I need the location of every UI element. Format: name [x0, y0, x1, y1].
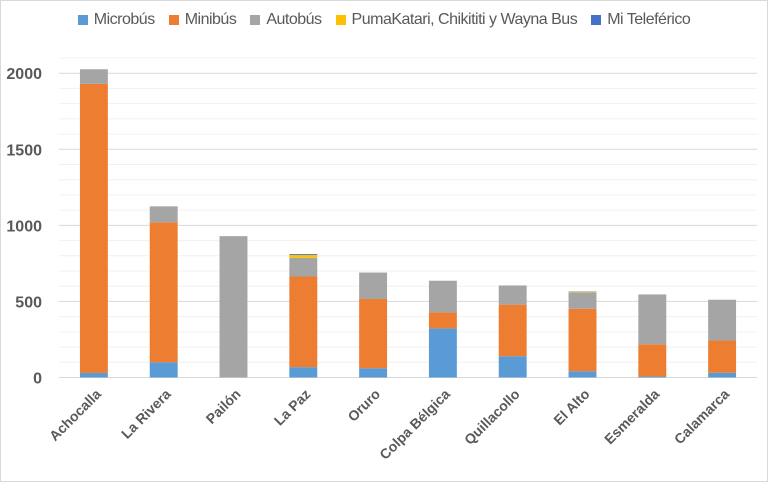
bar-segment-autob-s: [708, 299, 737, 341]
legend-item-minibus: Minibús: [168, 11, 237, 29]
bar-segment-microb-s: [498, 356, 527, 378]
y-axis: 0 500 1000 1500 2000: [6, 66, 42, 387]
bar-segment-autob-s: [638, 294, 667, 345]
legend-label-minibus: Minibús: [184, 11, 237, 28]
legend-label-autobus: Autobús: [266, 11, 322, 28]
bar-segment-minib-s: [149, 222, 178, 363]
bar-segment-microb-s: [359, 368, 388, 378]
legend-swatch-pumakatari: [335, 15, 346, 25]
bar-segment-autob-s: [568, 292, 597, 309]
bar-segment-minib-s: [498, 304, 527, 357]
legend-item-microbus: Microbús: [77, 11, 155, 29]
x-tick-label: Colpa Bélgica: [376, 386, 453, 463]
x-tick-label: La Rivera: [118, 386, 174, 442]
bar-segment-minib-s: [359, 298, 388, 369]
bar-segment-mi-telef-rico: [289, 254, 318, 256]
y-tick-label: 1500: [6, 142, 42, 159]
bar-segment-microb-s: [289, 367, 318, 378]
bar-segment-minib-s: [79, 83, 108, 373]
legend-item-autobus: Autobús: [250, 11, 322, 29]
bar-segment-microb-s: [708, 372, 737, 378]
bar-segment-microb-s: [568, 371, 597, 378]
x-tick-label: Pailón: [203, 386, 244, 427]
y-tick-label: 500: [15, 294, 42, 311]
legend-label-microbus: Microbús: [93, 11, 155, 28]
x-tick-label: Oruro: [344, 386, 383, 425]
legend-label-mi-teleferico: Mi Teleférico: [607, 11, 691, 28]
bar-segment-microb-s: [638, 376, 667, 378]
legend-item-pumakatari: PumaKatari, Chikititi y Wayna Bus: [335, 11, 578, 29]
legend-item-mi-teleferico: Mi Teleférico: [591, 11, 691, 29]
bar-segment-autob-s: [359, 272, 388, 299]
legend-swatch-mi-teleferico: [591, 15, 602, 25]
bar-segment-autob-s: [428, 280, 457, 313]
x-tick-label: Esmeralda: [601, 386, 663, 448]
bar-segment-minib-s: [568, 308, 597, 372]
bar-segment-minib-s: [708, 340, 737, 373]
bar-segment-autob-s: [219, 236, 248, 378]
y-tick-label: 2000: [6, 66, 42, 83]
legend-swatch-autobus: [250, 15, 261, 25]
bar-segment-pumakatari-chikititi-y-wayna-bus: [289, 255, 318, 258]
bar-segment-pumakatari-chikititi-y-wayna-bus: [568, 291, 597, 293]
bar-segment-autob-s: [79, 69, 108, 84]
y-tick-label: 0: [33, 371, 42, 388]
bar-segment-microb-s: [79, 372, 108, 378]
x-tick-label: El Alto: [550, 386, 592, 428]
legend: Microbús Minibús Autobús PumaKatari, Chi…: [0, 11, 768, 29]
bar-segment-microb-s: [428, 328, 457, 378]
bar-segment-minib-s: [289, 276, 318, 368]
x-axis: Achocalla La Rivera Pailón La Paz OruroColpa…: [46, 386, 732, 463]
x-tick-label: La Paz: [271, 386, 314, 429]
bar-segment-minib-s: [638, 344, 667, 377]
legend-label-pumakatari: PumaKatari, Chikititi y Wayna Bus: [351, 11, 578, 28]
bar-segment-autob-s: [498, 285, 527, 305]
bar-segment-autob-s: [149, 206, 178, 223]
x-tick-label: Calamarca: [671, 386, 733, 448]
bar-segment-microb-s: [149, 362, 178, 378]
bars: [79, 69, 737, 378]
legend-swatch-microbus: [77, 15, 88, 25]
bar-segment-autob-s: [289, 257, 318, 277]
legend-swatch-minibus: [168, 15, 179, 25]
bar-segment-minib-s: [428, 312, 457, 329]
y-tick-label: 1000: [6, 218, 42, 235]
x-tick-label: Achocalla: [46, 386, 104, 444]
x-tick-label: Quillacollo: [461, 386, 523, 448]
